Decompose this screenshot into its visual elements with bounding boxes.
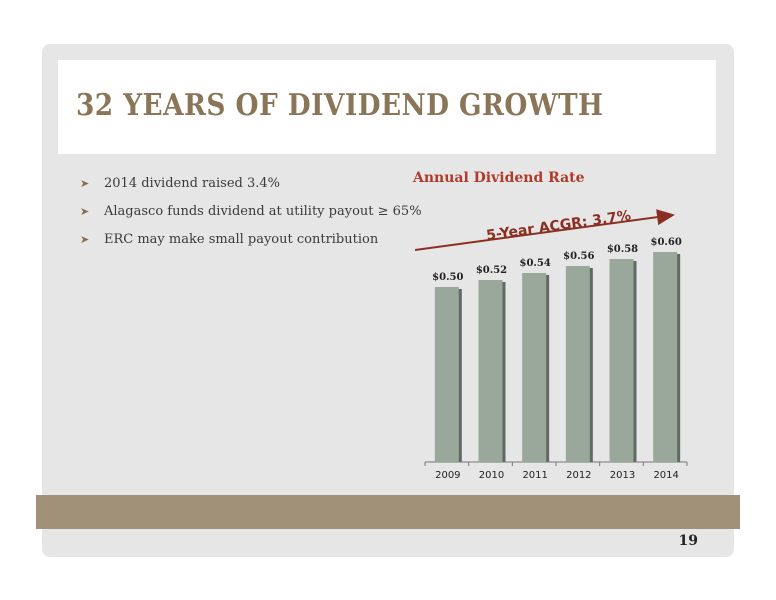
growth-annotation: 5-Year ACGR: 3.7% [485,208,632,244]
data-label: $0.52 [476,265,507,276]
data-label: $0.56 [563,251,594,262]
bullet-text: ERC may make small payout contribution [104,232,379,247]
bullet-list: ➤ 2014 dividend raised 3.4% ➤ Alagasco f… [80,176,422,260]
title-box: 32 YEARS OF DIVIDEND GROWTH [58,60,716,154]
tick-label: 2012 [566,470,591,481]
arrowhead-bullet-icon: ➤ [80,233,90,246]
bullet-text: 2014 dividend raised 3.4% [104,176,281,191]
slide-title: 32 YEARS OF DIVIDEND GROWTH [76,88,604,123]
data-label: $0.60 [651,237,682,248]
bullet-item: ➤ Alagasco funds dividend at utility pay… [80,204,422,232]
chart-title: Annual Dividend Rate [413,170,585,186]
page-number: 19 [678,533,698,549]
bullet-item: ➤ ERC may make small payout contribution [80,232,422,260]
growth-arrow [415,209,675,251]
tick-label: 2011 [522,470,547,481]
dividend-bar-chart: $0.50 2009 $0.52 2010 $0.54 2011 $0.56 2012 $0.5… [415,208,688,481]
tick-label: 2010 [479,470,504,481]
bar [653,252,678,462]
data-label: $0.54 [520,258,551,269]
arrowhead-bullet-icon: ➤ [80,177,90,190]
bar [522,273,547,462]
tick-label: 2013 [610,470,635,481]
bar [478,280,503,462]
tick-label: 2014 [653,470,678,481]
footer-band [36,495,740,529]
arrowhead-bullet-icon: ➤ [80,205,90,218]
bullet-item: ➤ 2014 dividend raised 3.4% [80,176,422,204]
bullet-text: Alagasco funds dividend at utility payou… [104,204,422,219]
bar [609,259,634,462]
bar [565,266,590,462]
data-label: $0.50 [432,272,463,283]
data-label: $0.58 [607,244,638,255]
tick-label: 2009 [435,470,460,481]
bar [434,287,459,462]
